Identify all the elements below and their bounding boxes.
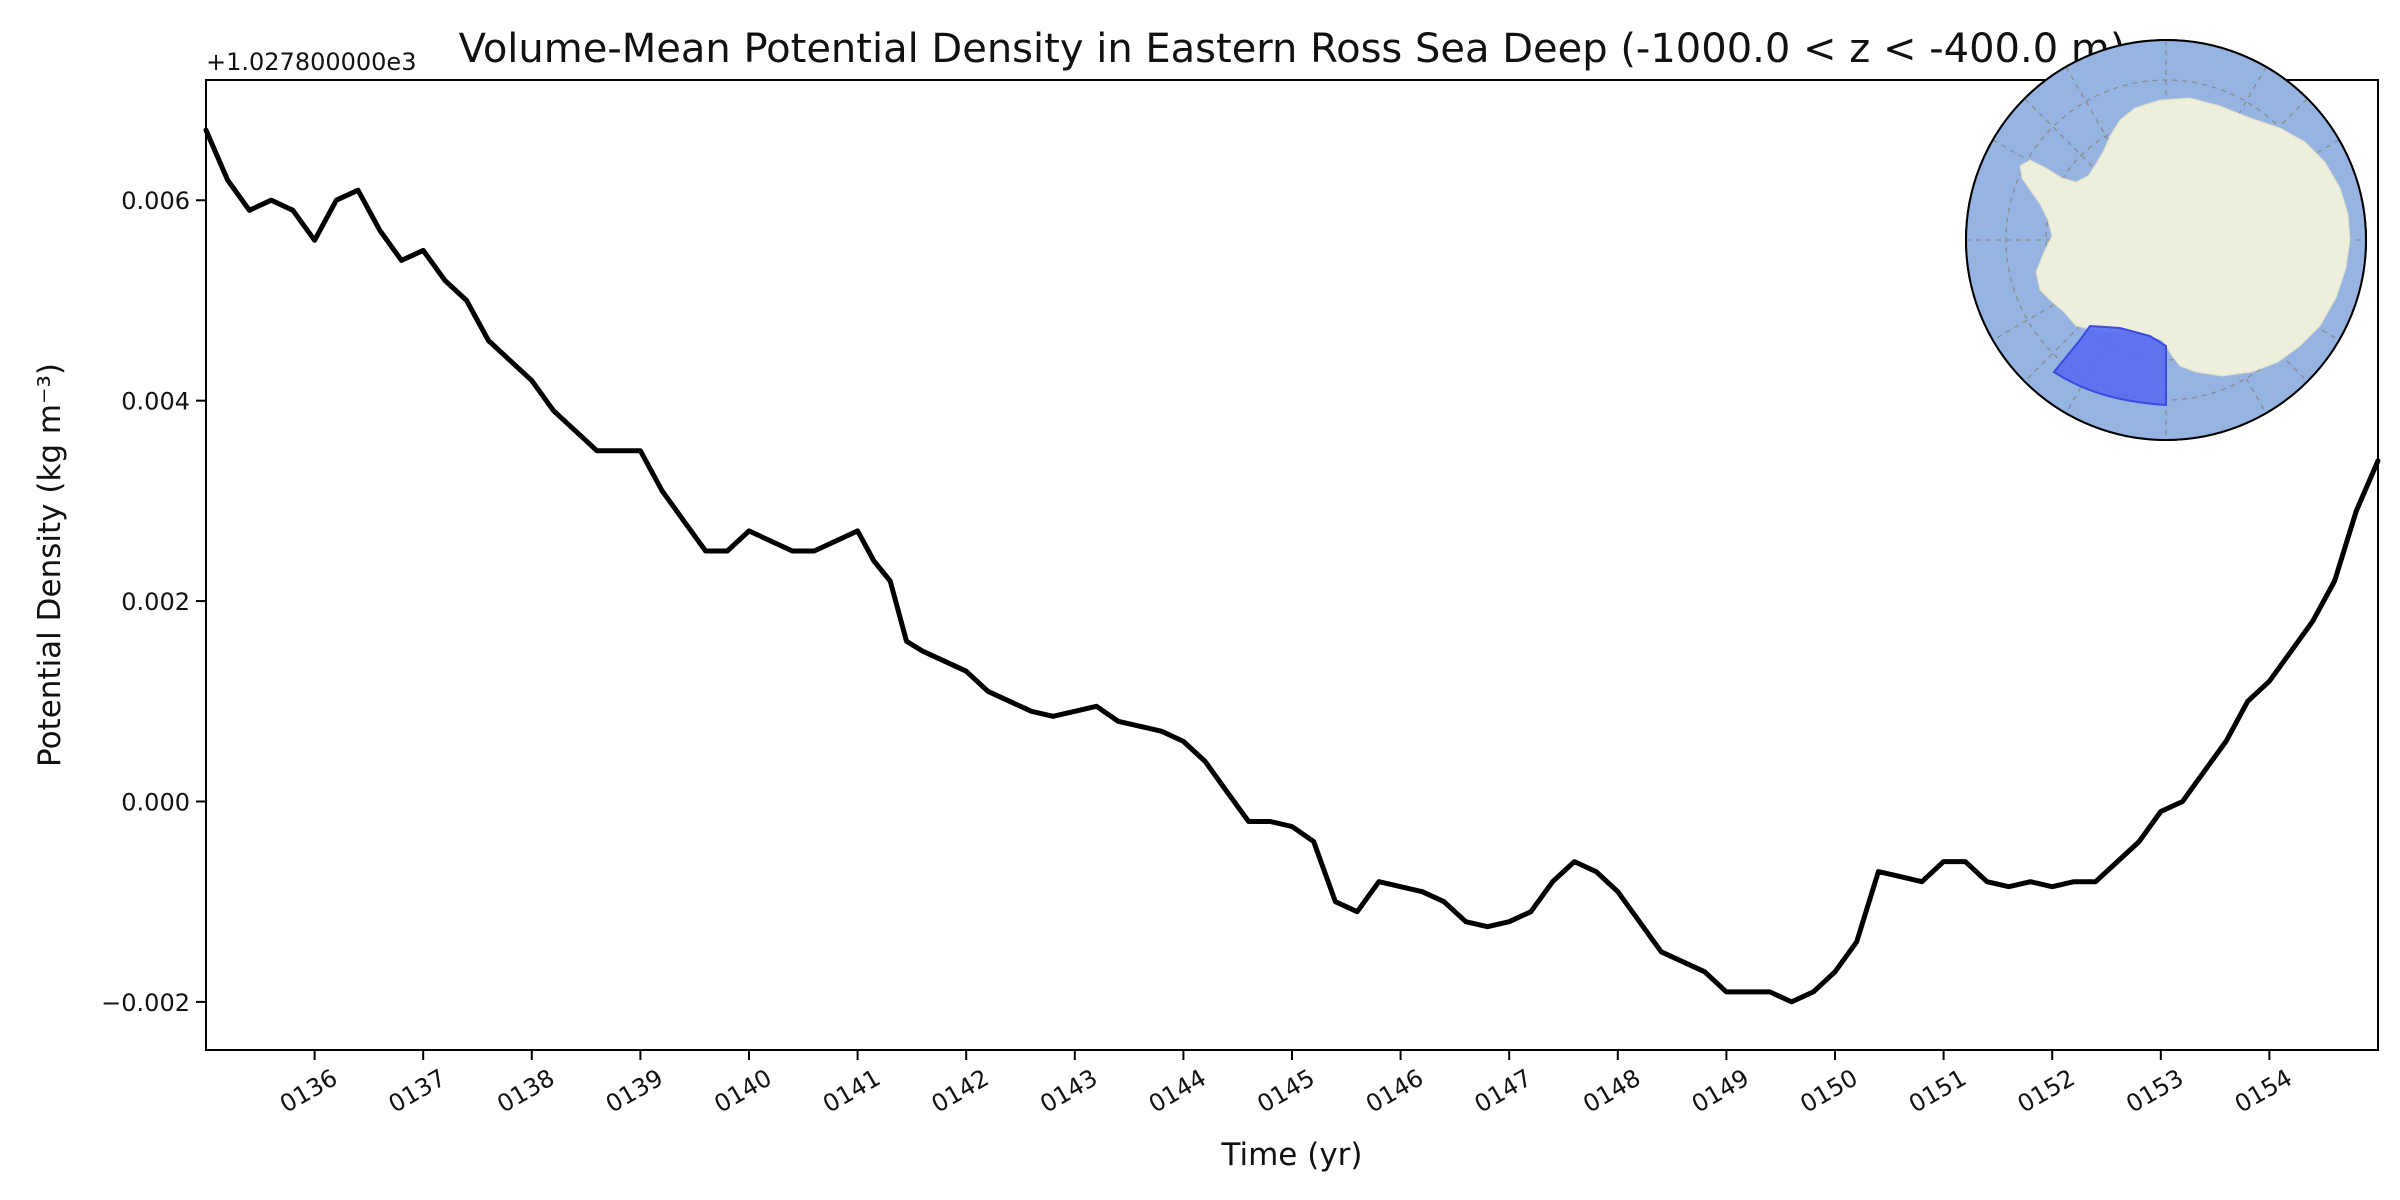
y-tick-label: 0.006 [121, 187, 190, 215]
y-tick-label: 0.000 [121, 788, 190, 816]
y-tick-label: 0.004 [121, 388, 190, 416]
series-layer [203, 127, 2381, 1005]
inset-map-overlay [1966, 40, 2366, 440]
series-line [203, 127, 2381, 1005]
y-tick-label: 0.002 [121, 588, 190, 616]
y-axis-ticks: −0.002 0.000 0.002 0.004 0.006 [101, 187, 206, 1017]
y-tick-label: −0.002 [101, 989, 190, 1017]
chart-title: Volume-Mean Potential Density in Eastern… [459, 26, 2126, 72]
y-offset-label: +1.027800000e3 [206, 48, 416, 76]
y-axis-label: Potential Density (kg m⁻³) [32, 363, 68, 767]
x-axis-label: Time (yr) [1221, 1137, 1363, 1173]
